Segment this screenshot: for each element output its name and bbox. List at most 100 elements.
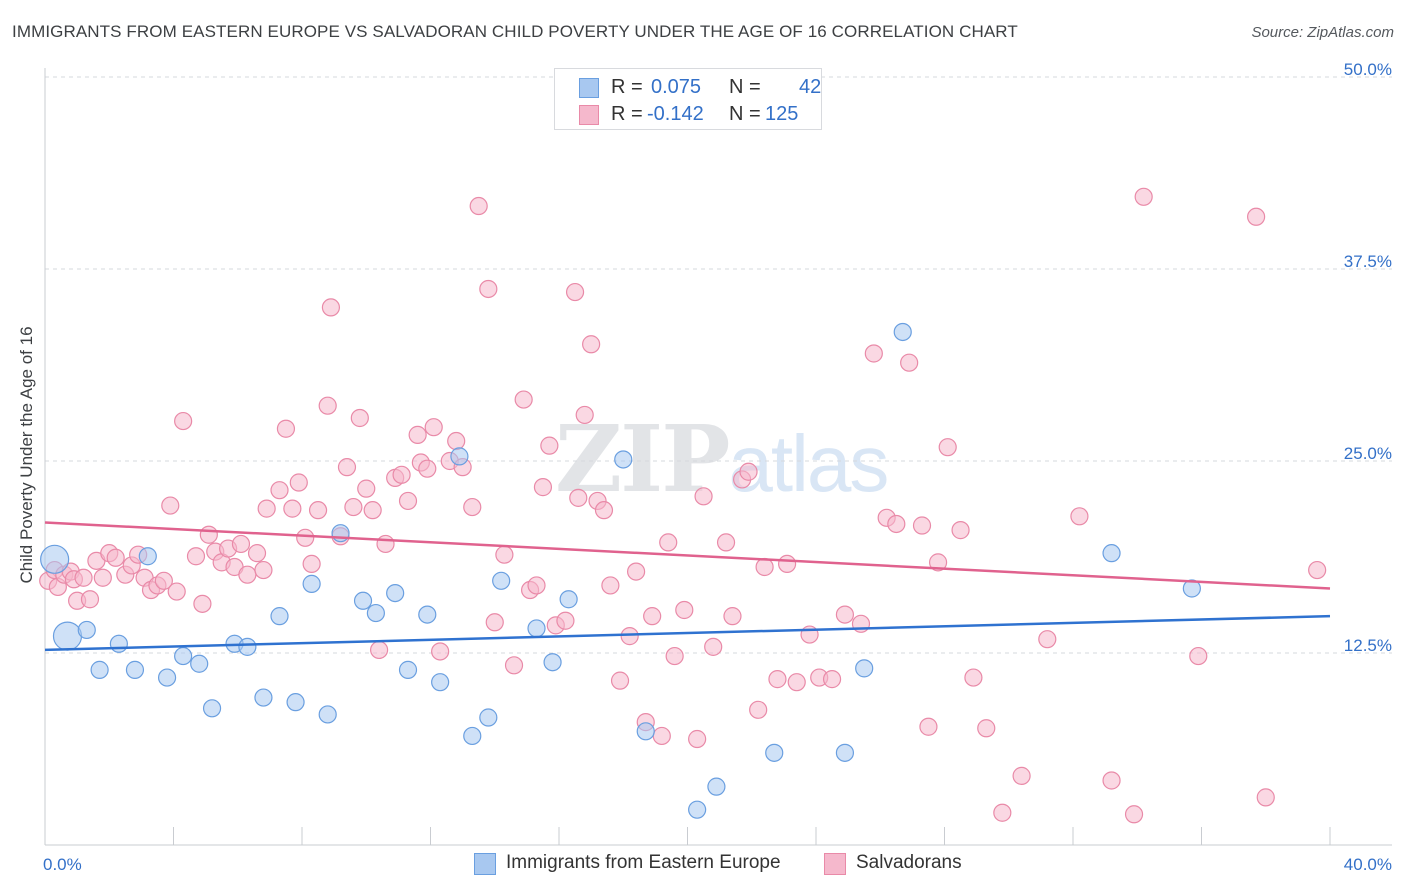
eastern-europe-point	[302, 574, 321, 593]
salvadoran-point	[308, 501, 328, 520]
salvadoran-point	[392, 465, 411, 484]
salvadoran-point	[822, 670, 842, 689]
salvadoran-point	[575, 405, 594, 425]
salvadoran-point	[928, 553, 948, 572]
salvadoran-point	[777, 554, 797, 574]
salvadoran-point	[1038, 630, 1057, 649]
y-axis-label: Child Poverty Under the Age of 16	[17, 326, 36, 584]
salvadoran-point	[154, 571, 173, 590]
salvadoran-point	[659, 533, 678, 552]
salvadoran-point	[238, 565, 257, 584]
eastern-europe-point	[157, 668, 177, 687]
salvadoran-point	[643, 607, 662, 626]
salvadoran-point	[424, 418, 443, 437]
eastern-europe-point	[707, 777, 726, 796]
bottom-legend-swatch-pink	[824, 853, 846, 875]
x-tick-label-min: 0.0%	[43, 855, 82, 874]
salvadoran-point	[900, 353, 919, 372]
legend-n-label: N =	[729, 103, 761, 125]
salvadoran-point	[186, 547, 206, 566]
salvadoran-point	[167, 582, 186, 601]
watermark-atlas: atlas	[728, 419, 889, 508]
eastern-europe-point	[765, 743, 784, 762]
eastern-europe-point	[398, 660, 418, 679]
eastern-europe-point	[855, 659, 874, 678]
eastern-europe-point	[492, 571, 511, 590]
salvadoran-point	[694, 487, 713, 506]
tick-labels: 12.5% 25.0% 37.5% 50.0% 0.0% 40.0%	[43, 60, 1392, 874]
eastern-europe-trend-line	[44, 614, 1331, 652]
salvadoran-point	[716, 533, 736, 552]
salvadoran-point	[652, 726, 671, 746]
eastern-europe-point	[1182, 579, 1201, 598]
salvadoran-point	[610, 671, 630, 690]
y-tick-label: 50.0%	[1344, 60, 1392, 79]
eastern-europe-point	[52, 621, 83, 651]
salvadoran-point	[787, 673, 806, 692]
source-credit: Source: ZipAtlas.com	[1251, 24, 1394, 41]
eastern-europe-point	[125, 660, 145, 679]
eastern-europe-point	[527, 619, 546, 638]
eastern-europe-point	[835, 743, 855, 762]
eastern-europe-point	[636, 722, 655, 741]
salvadoran-point	[463, 497, 482, 517]
salvadoran-point	[964, 668, 983, 687]
eastern-europe-point	[450, 447, 469, 466]
salvadoran-point	[540, 436, 559, 455]
eastern-europe-point	[90, 660, 109, 679]
salvadoran-point	[887, 514, 906, 534]
eastern-europe-point	[431, 673, 450, 692]
bottom-legend-label: Immigrants from Eastern Europe	[506, 852, 781, 873]
salvadoran-point	[80, 590, 100, 609]
eastern-europe-point	[1102, 544, 1121, 563]
legend-r-label: R =	[611, 76, 643, 98]
salvadoran-point	[601, 576, 620, 595]
salvadoran-point	[495, 545, 514, 564]
salvadoran-point	[337, 458, 357, 477]
salvadoran-point	[93, 568, 112, 587]
legend-r-value: -0.142	[647, 103, 704, 125]
eastern-europe-point	[40, 544, 70, 574]
salvadoran-point	[344, 497, 363, 517]
salvadoran-point	[1134, 187, 1153, 206]
eastern-europe-point	[463, 726, 482, 746]
salvadoran-point	[626, 562, 646, 581]
salvadorans-points	[39, 187, 1327, 824]
salvadoran-point	[569, 488, 588, 507]
salvadoran-point	[912, 516, 932, 535]
eastern-europe-point	[254, 688, 273, 707]
salvadoran-point	[1308, 560, 1327, 580]
salvadoran-point	[363, 501, 382, 520]
salvadoran-point	[977, 719, 996, 738]
legend-r-value: 0.075	[651, 76, 702, 98]
eastern-europe-point	[366, 603, 385, 623]
salvadoran-point	[370, 640, 389, 660]
salvadoran-point	[276, 419, 296, 438]
salvadoran-point	[533, 478, 553, 497]
salvadoran-point	[469, 196, 488, 216]
eastern-europe-point	[138, 547, 157, 566]
salvadoran-point	[408, 425, 427, 444]
trend-lines	[44, 521, 1331, 652]
eastern-europe-point	[418, 605, 437, 624]
salvadoran-point	[231, 534, 251, 554]
salvadoran-point	[620, 627, 639, 646]
salvadoran-point	[254, 560, 273, 580]
salvadoran-point	[1189, 646, 1208, 666]
salvadoran-point	[321, 298, 341, 317]
eastern-europe-point	[238, 637, 257, 656]
salvadoran-point	[1012, 766, 1031, 785]
eastern-europe-point	[614, 450, 633, 469]
salvadoran-point	[270, 481, 289, 500]
eastern-europe-point	[353, 591, 373, 610]
salvadoran-point	[556, 611, 575, 630]
salvadoran-point	[1070, 507, 1089, 526]
eastern-europe-point	[270, 607, 289, 626]
salvadoran-point	[993, 803, 1012, 822]
salvadoran-point	[514, 390, 533, 409]
salvadoran-point	[199, 525, 218, 544]
salvadoran-point	[688, 729, 707, 749]
eastern-europe-point	[174, 646, 193, 666]
eastern-europe-points	[40, 322, 1201, 819]
salvadoran-point	[350, 408, 369, 428]
